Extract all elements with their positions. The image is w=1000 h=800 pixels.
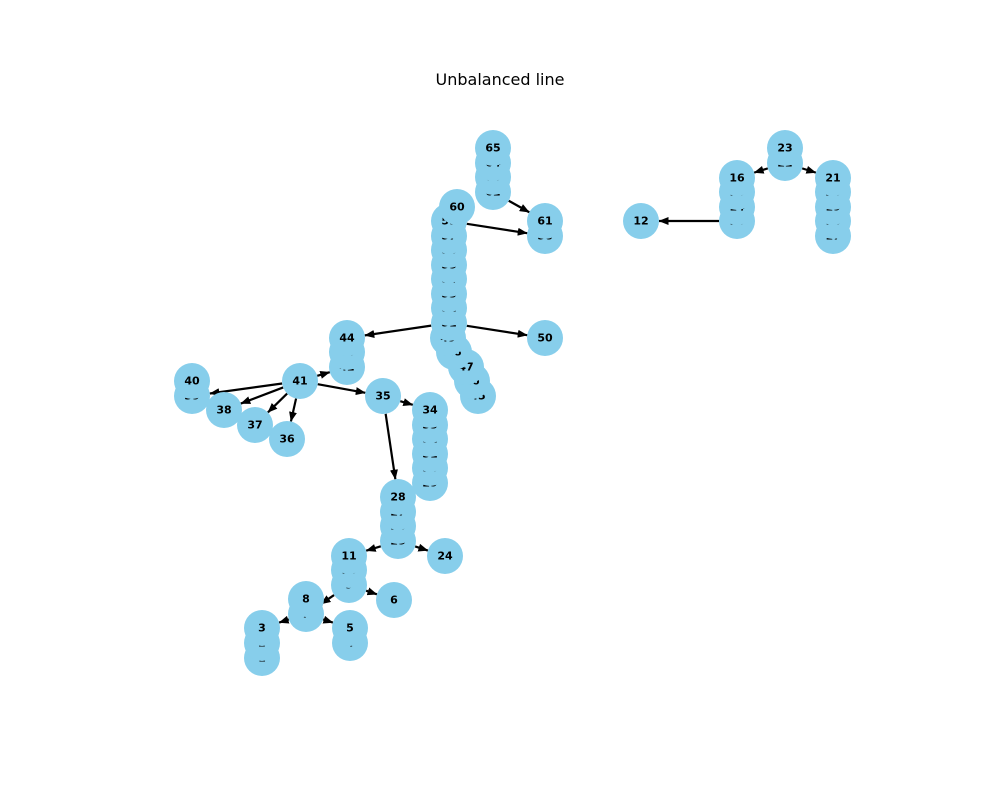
node-23: 23 <box>767 130 803 166</box>
node-label: 40 <box>184 375 200 388</box>
node-circle <box>527 203 563 239</box>
node-circle <box>332 610 368 646</box>
node-label: 28 <box>390 491 405 504</box>
node-circle <box>329 320 365 356</box>
node-label: 37 <box>247 419 262 432</box>
edge-51-to-50 <box>466 324 528 338</box>
edge-25-to-24 <box>414 543 429 552</box>
node-40: 40 <box>174 363 210 399</box>
node-21: 21 <box>815 160 851 196</box>
node-label: 8 <box>302 593 310 606</box>
node-44: 44 <box>329 320 365 356</box>
node-circle <box>237 407 273 443</box>
node-circle <box>527 320 563 356</box>
node-28: 28 <box>380 479 416 515</box>
node-11: 11 <box>331 538 367 574</box>
node-circle <box>623 203 659 239</box>
node-label: 61 <box>537 215 552 228</box>
node-35: 35 <box>365 378 401 414</box>
node-12: 12 <box>623 203 659 239</box>
edge-9-to-6 <box>365 587 378 596</box>
edge-62-to-61 <box>508 199 530 214</box>
node-label: 3 <box>258 622 266 635</box>
node-label: 38 <box>216 404 231 417</box>
node-circle <box>365 378 401 414</box>
node-label: 36 <box>279 433 295 446</box>
node-circle <box>282 363 318 399</box>
node-label: 21 <box>825 172 840 185</box>
node-label: 6 <box>390 594 398 607</box>
node-3: 3 <box>244 610 280 646</box>
node-60: 60 <box>439 189 475 225</box>
nodes-layer: 1234567891011121314151617181920212223242… <box>174 130 851 676</box>
edge-22-to-21 <box>801 165 817 174</box>
node-label: 16 <box>729 172 745 185</box>
node-circle <box>815 160 851 196</box>
node-label: 11 <box>341 550 356 563</box>
edge-7-to-3 <box>278 615 290 624</box>
node-label: 65 <box>485 142 500 155</box>
node-label: 60 <box>449 201 465 214</box>
node-label: 35 <box>375 390 390 403</box>
node-circle <box>269 421 305 457</box>
node-24: 24 <box>427 538 463 574</box>
node-circle <box>331 538 367 574</box>
node-16: 16 <box>719 160 755 196</box>
node-37: 37 <box>237 407 273 443</box>
node-circle <box>376 582 412 618</box>
node-label: 5 <box>346 622 354 635</box>
node-circle <box>475 130 511 166</box>
node-36: 36 <box>269 421 305 457</box>
edge-35-to-34 <box>399 398 414 406</box>
node-label: 44 <box>339 332 355 345</box>
node-8: 8 <box>288 581 324 617</box>
node-circle <box>288 581 324 617</box>
node-label: 23 <box>777 142 792 155</box>
node-circle <box>174 363 210 399</box>
node-label: 41 <box>292 375 307 388</box>
edge-41-to-35 <box>317 383 366 396</box>
node-label: 12 <box>633 215 648 228</box>
edge-22-to-16 <box>753 165 769 174</box>
node-50: 50 <box>527 320 563 356</box>
node-circle <box>412 392 448 428</box>
edge-41-to-38 <box>240 386 284 405</box>
edge-7-to-5 <box>322 615 334 624</box>
node-61: 61 <box>527 203 563 239</box>
node-circle <box>244 610 280 646</box>
edge-41-to-42 <box>316 371 331 379</box>
figure-title: Unbalanced line <box>435 70 565 89</box>
node-label: 34 <box>422 404 438 417</box>
node-circle <box>380 479 416 515</box>
edge-35-to-28 <box>384 413 398 480</box>
node-38: 38 <box>206 392 242 428</box>
node-65: 65 <box>475 130 511 166</box>
node-label: 24 <box>437 550 453 563</box>
node-circle <box>439 189 475 225</box>
edge-51-to-44 <box>364 324 432 338</box>
node-6: 6 <box>376 582 412 618</box>
node-circle <box>719 160 755 196</box>
node-34: 34 <box>412 392 448 428</box>
node-41: 41 <box>282 363 318 399</box>
node-circle <box>427 538 463 574</box>
node-label: 50 <box>537 332 553 345</box>
node-5: 5 <box>332 610 368 646</box>
node-circle <box>767 130 803 166</box>
edge-41-to-39 <box>209 382 283 397</box>
edge-25-to-11 <box>365 544 382 552</box>
node-circle <box>206 392 242 428</box>
edges-layer <box>209 165 817 624</box>
edge-41-to-37 <box>267 392 288 414</box>
edge-41-to-36 <box>289 398 298 422</box>
edge-59-to-58 <box>466 222 528 236</box>
